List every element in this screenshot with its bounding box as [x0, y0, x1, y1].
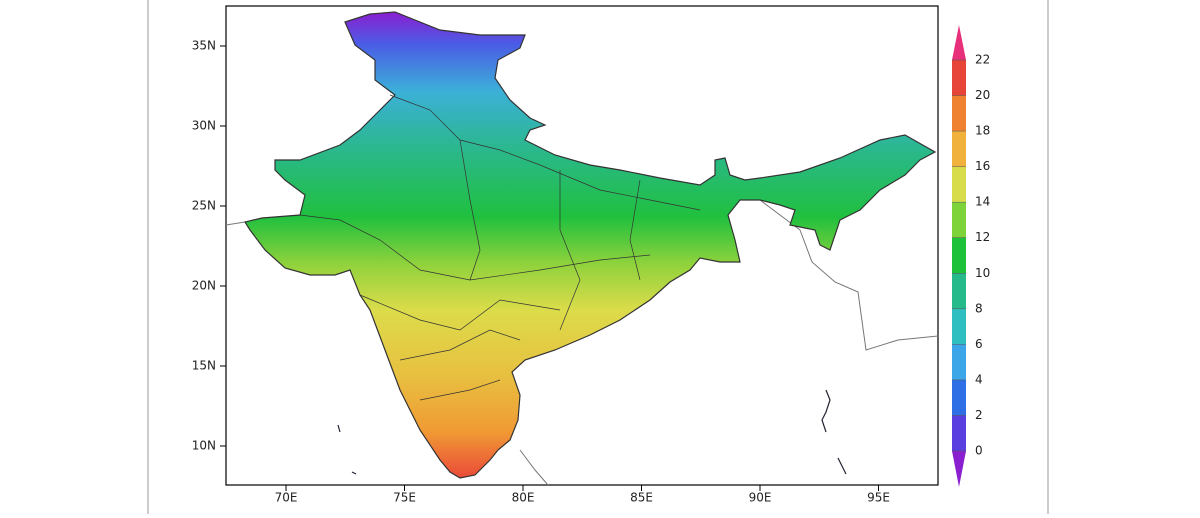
- colorbar-band: [952, 344, 966, 380]
- colorbar-label: 16: [975, 159, 990, 173]
- islands: [337, 389, 847, 475]
- india-region: [244, 11, 937, 479]
- colorbar-label: 20: [975, 88, 990, 102]
- colorbar-band: [952, 25, 966, 60]
- colorbar-label: 22: [975, 53, 990, 67]
- neighbor-border: [225, 199, 939, 486]
- lon-tick-label: 80E: [512, 491, 535, 505]
- lon-tick-label: 95E: [867, 491, 890, 505]
- colorbar-label: 8: [975, 301, 983, 315]
- colorbar-band: [952, 95, 966, 132]
- colorbar-label: 14: [975, 195, 990, 209]
- colorbar-label: 12: [975, 230, 990, 244]
- lat-tick-label: 35N: [192, 39, 216, 53]
- colorbar-band: [952, 237, 966, 274]
- colorbar-band: [952, 166, 966, 203]
- lat-tick-label: 30N: [192, 119, 216, 133]
- colorbar-label: 2: [975, 408, 983, 422]
- state-borders: [299, 94, 701, 401]
- colorbar: 0 2 4 6 8 10 12 14 16 18 20 22: [952, 25, 990, 487]
- lat-tick-label: 25N: [192, 199, 216, 213]
- colorbar-band: [952, 131, 966, 167]
- lon-tick-label: 70E: [275, 491, 298, 505]
- colorbar-label: 0: [975, 444, 983, 458]
- colorbar-band: [952, 451, 966, 487]
- colorbar-band: [952, 273, 966, 309]
- lat-axis: 35N 30N 25N 20N 15N 10N: [192, 39, 226, 453]
- lon-tick-label: 75E: [393, 491, 416, 505]
- colorbar-label: 6: [975, 337, 983, 351]
- lat-tick-label: 20N: [192, 279, 216, 293]
- colorbar-label: 4: [975, 372, 983, 386]
- lon-tick-label: 90E: [749, 491, 772, 505]
- colorbar-band: [952, 379, 966, 416]
- colorbar-band: [952, 60, 966, 96]
- colorbar-band: [952, 202, 966, 238]
- colorbar-band: [952, 415, 966, 451]
- lat-tick-label: 15N: [192, 359, 216, 373]
- colorbar-label: 10: [975, 266, 990, 280]
- lon-tick-label: 85E: [630, 491, 653, 505]
- lat-tick-label: 10N: [192, 439, 216, 453]
- colorbar-label: 18: [975, 124, 990, 138]
- colorbar-band: [952, 308, 966, 345]
- lon-axis: 70E 75E 80E 85E 90E 95E: [275, 485, 890, 505]
